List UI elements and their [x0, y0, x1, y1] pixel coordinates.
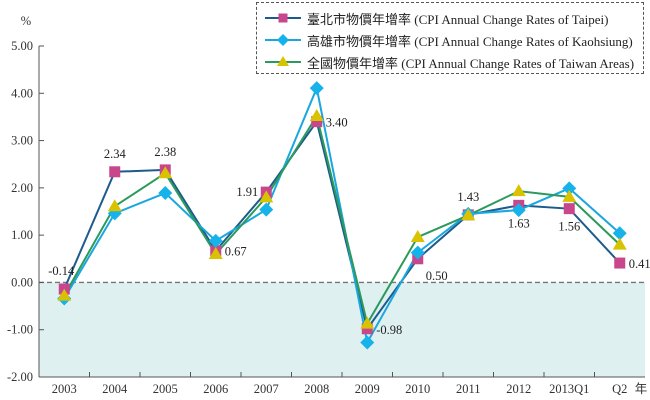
triangle-marker-taiwan: [360, 316, 375, 329]
legend-item-taipei: 臺北市物價年增率 (CPI Annual Change Rates of Tai…: [265, 7, 643, 29]
diamond-marker-kaohsiung: [309, 81, 324, 96]
x-axis-unit-label: 年: [635, 382, 648, 396]
y-axis-unit-label: %: [21, 14, 31, 28]
x-tick-label: 2003: [52, 382, 77, 396]
y-tick-label: -2.00: [7, 370, 33, 384]
legend-swatch-square-icon: [265, 13, 301, 23]
x-tick-label: 2009: [355, 382, 380, 396]
x-tick-label: 2007: [254, 382, 279, 396]
data-label-taipei: 2.38: [154, 145, 176, 159]
diamond-marker-kaohsiung: [511, 203, 526, 218]
legend-label-taipei: 臺北市物價年增率 (CPI Annual Change Rates of Tai…: [307, 11, 609, 27]
triangle-marker-taiwan: [259, 190, 274, 203]
x-tick-label: 2005: [153, 382, 178, 396]
diamond-marker-kaohsiung: [410, 245, 425, 260]
data-label-taipei: 3.40: [326, 116, 348, 130]
y-tick-label: 0.00: [11, 275, 33, 289]
data-label-taipei: -0.14: [48, 264, 75, 278]
legend-diamond-marker-icon: [277, 34, 289, 46]
square-marker-taipei: [311, 116, 323, 128]
legend-swatch-diamond-icon: [265, 34, 301, 46]
data-label-taipei: 1.63: [508, 216, 530, 230]
triangle-marker-taiwan: [461, 208, 476, 221]
chart-legend: 臺北市物價年增率 (CPI Annual Change Rates of Tai…: [256, 2, 644, 74]
data-label-taipei: 0.67: [225, 245, 247, 259]
legend-triangle-marker-icon: [277, 56, 289, 66]
diamond-marker-kaohsiung: [562, 181, 577, 196]
square-marker-taipei: [614, 257, 626, 269]
diamond-marker-kaohsiung: [158, 186, 173, 201]
triangle-marker-taiwan: [107, 199, 122, 212]
y-tick-label: 3.00: [11, 134, 33, 148]
legend-label-taiwan: 全國物價年增率 (CPI Annual Change Rates of Taiw…: [307, 55, 635, 71]
y-tick-label: -1.00: [7, 323, 33, 337]
x-tick-label: Q2: [612, 382, 627, 396]
x-tick-label: 2013Q1: [549, 382, 589, 396]
series-line-taiwan: [63, 113, 621, 327]
triangle-marker-taiwan: [57, 288, 72, 301]
x-tick-label: 2010: [405, 382, 430, 396]
y-tick-label: 1.00: [11, 228, 33, 242]
triangle-marker-taiwan: [158, 166, 173, 179]
data-label-taipei: -0.98: [376, 323, 402, 337]
diamond-marker-kaohsiung: [360, 335, 375, 350]
y-tick-label: 5.00: [11, 39, 33, 53]
triangle-marker-taiwan: [410, 230, 425, 243]
triangle-marker-taiwan: [612, 237, 627, 250]
x-tick-label: 2012: [506, 382, 531, 396]
legend-swatch-triangle-icon: [265, 56, 301, 66]
diamond-marker-kaohsiung: [259, 202, 274, 217]
x-tick-label: 2006: [203, 382, 228, 396]
x-tick-label: 2004: [102, 382, 128, 396]
triangle-marker-taiwan: [562, 189, 577, 202]
triangle-marker-taiwan: [511, 184, 526, 197]
diamond-marker-kaohsiung: [612, 226, 627, 241]
square-marker-taipei: [109, 166, 121, 178]
legend-label-kaohsiung: 高雄市物價年增率 (CPI Annual Change Rates of Kao…: [307, 33, 633, 49]
diamond-marker-kaohsiung: [208, 233, 223, 248]
data-label-taipei: 1.56: [558, 220, 580, 234]
data-label-taipei: 0.41: [629, 257, 650, 271]
x-tick-label: 2011: [456, 382, 481, 396]
triangle-marker-taiwan: [309, 108, 324, 121]
square-marker-taipei: [361, 323, 373, 335]
legend-square-marker-icon: [278, 13, 288, 23]
legend-item-taiwan: 全國物價年增率 (CPI Annual Change Rates of Taiw…: [265, 51, 643, 73]
data-label-taipei: 1.43: [457, 190, 479, 204]
square-marker-taipei: [563, 203, 575, 215]
x-tick-label: 2008: [304, 382, 329, 396]
triangle-marker-taiwan: [208, 247, 223, 260]
series-line-kaohsiung: [63, 84, 621, 346]
legend-item-kaohsiung: 高雄市物價年增率 (CPI Annual Change Rates of Kao…: [265, 29, 643, 51]
negative-region-shade: [39, 282, 645, 377]
y-tick-label: 4.00: [11, 86, 33, 100]
data-label-taipei: 0.50: [426, 269, 448, 283]
data-label-taipei: 2.34: [104, 147, 127, 161]
data-label-taipei: 1.91: [236, 185, 258, 199]
y-tick-label: 2.00: [11, 181, 33, 195]
